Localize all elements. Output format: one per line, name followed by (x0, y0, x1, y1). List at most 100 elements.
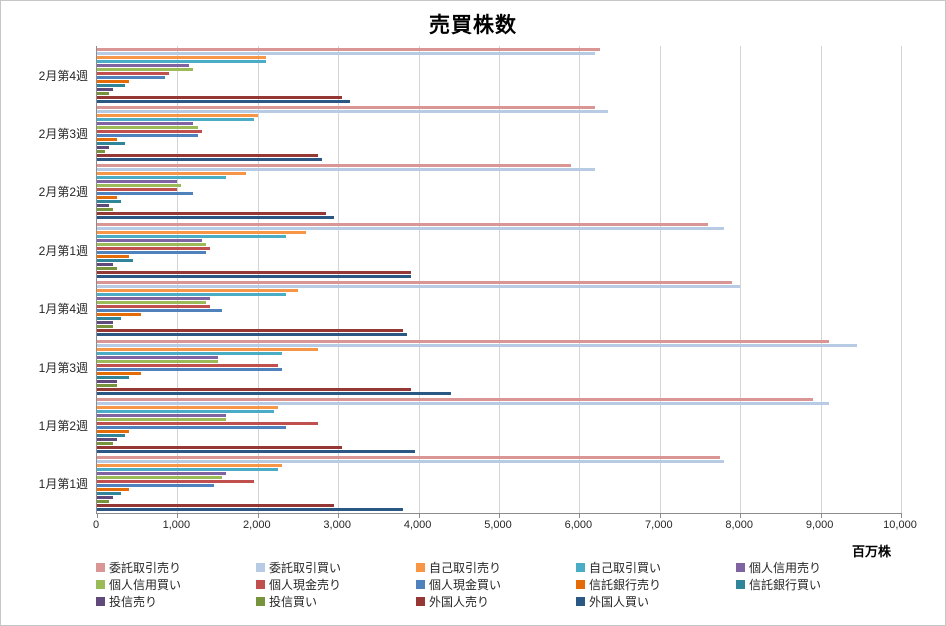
gridline (740, 46, 742, 513)
bar (97, 449, 415, 453)
value-axis-unit-label: 百万株 (852, 544, 892, 559)
legend-item: 個人信用売り (736, 559, 896, 575)
axis-tick (257, 513, 259, 518)
legend-item: 委託取引売り (96, 559, 256, 575)
bar-group (97, 338, 901, 396)
bar (97, 508, 403, 512)
bar (97, 456, 721, 460)
category-axis-tick-label: 2月第4週 (38, 68, 88, 83)
legend-label: 委託取引売り (109, 560, 182, 575)
value-axis-tick-label: 1,000 (162, 519, 191, 531)
legend-swatch (96, 596, 105, 606)
legend-label: 個人現金買い (429, 577, 502, 592)
bar (97, 405, 278, 409)
gridline (659, 46, 661, 513)
bar (97, 480, 254, 484)
bar (97, 196, 118, 200)
bar (97, 433, 126, 437)
bar (97, 91, 110, 95)
legend-swatch (416, 579, 425, 589)
bar (97, 355, 218, 359)
bar (97, 59, 266, 63)
bar (97, 351, 282, 355)
bar (97, 472, 226, 476)
bar (97, 226, 725, 230)
legend-label: 信託銀行売り (589, 577, 662, 592)
bar (97, 99, 351, 103)
bar (97, 347, 319, 351)
bar (97, 325, 114, 329)
axis-tick (418, 513, 420, 518)
bar (97, 63, 190, 67)
legend-item: 外国人売り (416, 593, 576, 609)
axis-tick (177, 513, 179, 518)
value-axis-tick-label: 4,000 (403, 519, 432, 531)
value-axis-tick-label: 0 (92, 519, 100, 531)
bar (97, 106, 596, 110)
bar (97, 242, 206, 246)
bar (97, 222, 709, 226)
gridline (418, 46, 420, 513)
bar (97, 488, 130, 492)
bar (97, 188, 178, 192)
legend-label: 自己取引買い (589, 560, 662, 575)
bar (97, 51, 596, 55)
bar (97, 437, 118, 441)
bar (97, 289, 298, 293)
bar (97, 429, 130, 433)
value-axis-tick-label: 9,000 (805, 519, 834, 531)
bar (97, 371, 142, 375)
bar (97, 421, 319, 425)
bar (97, 168, 596, 172)
category-axis-tick-label: 1月第3週 (38, 360, 88, 375)
bar (97, 83, 126, 87)
legend-swatch (256, 596, 265, 606)
bar (97, 75, 166, 79)
bar (97, 309, 222, 313)
bar-group (97, 455, 901, 513)
bar (97, 204, 110, 208)
legend-swatch (256, 579, 265, 589)
bar (97, 496, 114, 500)
chart-title: 売買株数 (429, 14, 517, 37)
legend-label: 自己取引売り (429, 560, 502, 575)
bar (97, 492, 122, 496)
bar (97, 114, 258, 118)
bar (97, 47, 600, 51)
value-axis-tick-label: 7,000 (645, 519, 673, 531)
legend-swatch (416, 562, 425, 572)
gridline (338, 46, 340, 513)
bar (97, 367, 282, 371)
gridline (901, 46, 902, 513)
legend-label: 外国人買い (589, 594, 650, 609)
bar-group (97, 163, 901, 221)
bar (97, 208, 114, 212)
bar (97, 258, 134, 262)
legend-item: 自己取引売り (416, 559, 576, 575)
bar (97, 270, 411, 274)
bar (97, 293, 286, 297)
bar (97, 500, 110, 504)
bar (97, 417, 226, 421)
bar (97, 95, 343, 99)
legend-label: 個人信用買い (109, 577, 182, 592)
bar (97, 158, 323, 162)
legend-swatch (416, 596, 425, 606)
legend-label: 投信買い (269, 594, 318, 609)
legend-swatch (576, 596, 585, 606)
legend-swatch (736, 562, 745, 572)
bar (97, 79, 130, 83)
bar (97, 329, 403, 333)
legend-swatch (96, 562, 105, 572)
bar (97, 230, 307, 234)
category-axis-tick-label: 2月第1週 (38, 243, 88, 258)
bar (97, 154, 319, 158)
legend-label: 個人信用売り (749, 560, 822, 575)
legend-item: 個人現金売り (256, 576, 416, 592)
legend-label: 投信売り (109, 594, 158, 609)
legend-swatch (256, 562, 265, 572)
bar (97, 281, 733, 285)
bar (97, 122, 194, 126)
axis-tick (338, 513, 340, 518)
